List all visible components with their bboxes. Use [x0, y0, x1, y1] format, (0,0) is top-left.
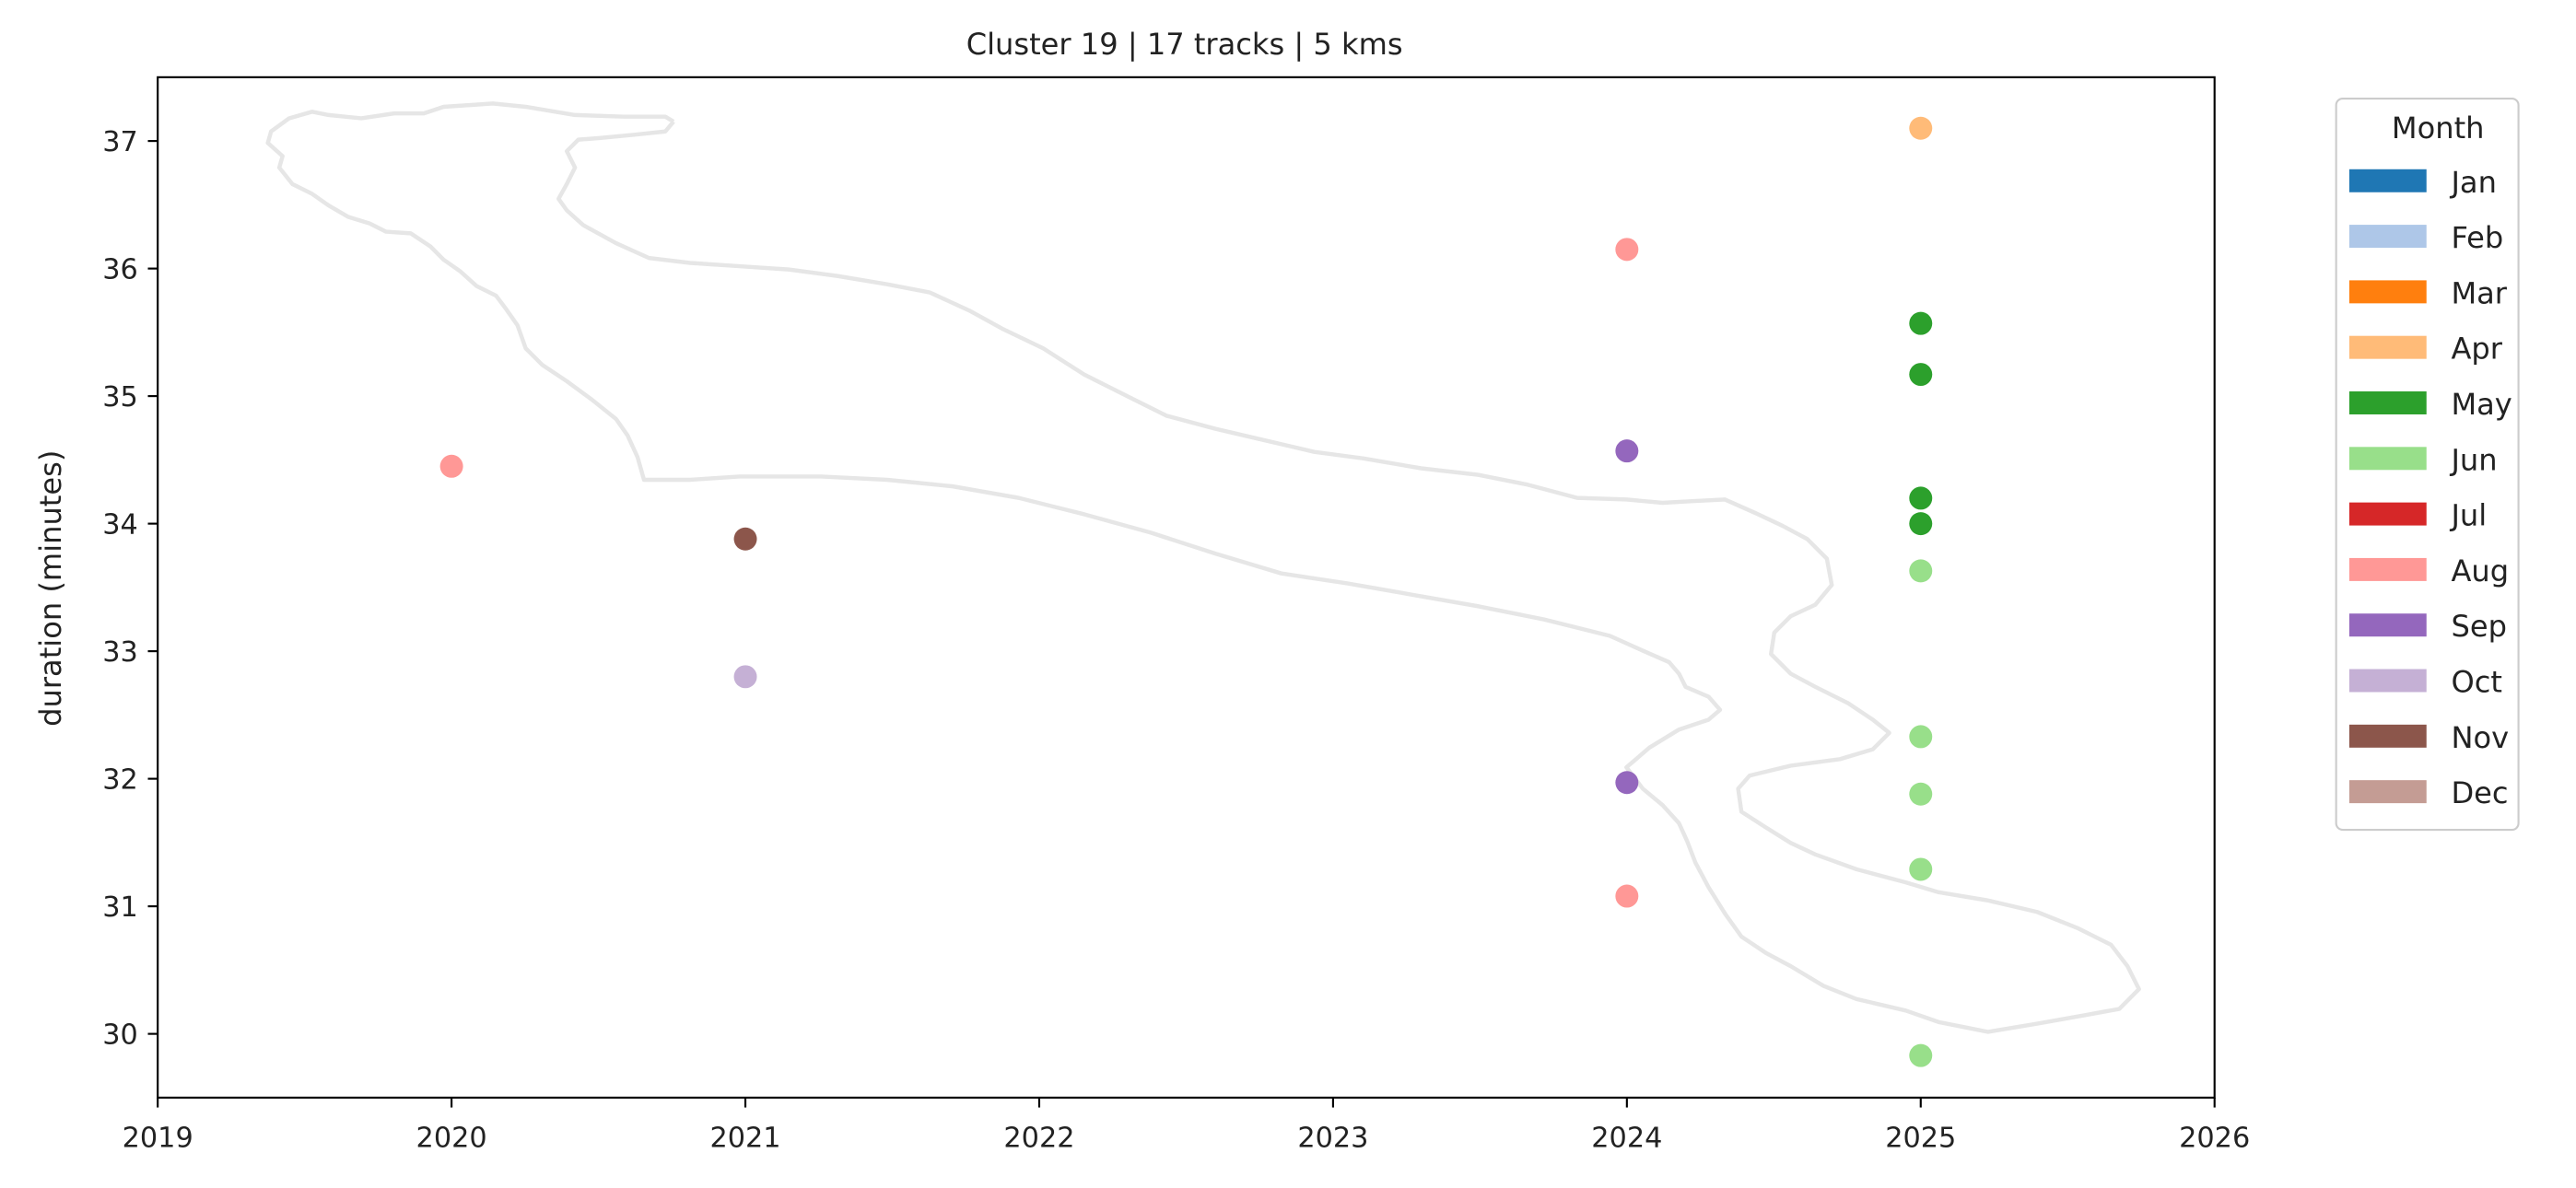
legend-label: Jul — [2449, 498, 2487, 533]
legend-label: Oct — [2451, 665, 2501, 700]
data-point — [439, 454, 463, 478]
data-point — [1909, 512, 1933, 536]
legend-swatch — [2348, 169, 2427, 192]
legend-swatch — [2348, 391, 2427, 414]
y-tick-label: 31 — [102, 891, 138, 924]
x-tick-label: 2019 — [123, 1122, 193, 1154]
data-point — [1615, 884, 1639, 908]
y-tick-label: 35 — [102, 381, 138, 413]
legend-label: Jan — [2449, 165, 2496, 200]
data-point — [1909, 486, 1933, 510]
data-point — [1909, 1043, 1933, 1067]
data-point — [1909, 559, 1933, 583]
data-point — [733, 527, 757, 551]
data-point — [1909, 857, 1933, 881]
legend-swatch — [2348, 447, 2427, 471]
legend-label: Nov — [2451, 720, 2509, 755]
legend-swatch — [2348, 613, 2427, 637]
legend-swatch — [2348, 669, 2427, 693]
y-tick-label: 32 — [102, 763, 138, 796]
legend-label: Dec — [2451, 775, 2508, 810]
legend-swatch — [2348, 557, 2427, 581]
legend-label: Aug — [2451, 553, 2509, 588]
legend-label: Jun — [2449, 442, 2497, 477]
data-point — [1615, 771, 1639, 795]
legend: Month Jan Feb Mar Apr May Jun Jul Aug Sep Oct Nov D… — [2335, 97, 2520, 832]
y-axis-label: duration (minutes) — [33, 450, 68, 727]
data-point — [1615, 238, 1639, 262]
plot-frame — [157, 76, 2216, 1099]
legend-entries: Jan Feb Mar Apr May Jun Jul Aug Sep Oct Nov Dec — [2348, 165, 2512, 810]
route-outline — [265, 101, 2141, 1034]
data-points — [439, 116, 1933, 1067]
legend-label: Mar — [2451, 275, 2507, 310]
legend-label: May — [2451, 387, 2512, 422]
legend-swatch — [2348, 335, 2427, 359]
y-tick-label: 34 — [102, 508, 138, 541]
y-tick-label: 37 — [102, 126, 138, 158]
y-tick-label: 33 — [102, 636, 138, 669]
data-point — [1909, 363, 1933, 387]
data-point — [1909, 725, 1933, 749]
legend-swatch — [2348, 780, 2427, 804]
legend-swatch — [2348, 280, 2427, 304]
legend-label: Sep — [2451, 609, 2506, 644]
legend-swatch — [2348, 225, 2427, 249]
data-point — [1909, 782, 1933, 806]
x-tick-label: 2021 — [709, 1122, 780, 1154]
chart-title: Cluster 19 | 17 tracks | 5 kms — [966, 27, 1403, 62]
axes: 2019 2020 2021 2022 2023 2024 2025 2026 30 31 32 33… — [102, 76, 2250, 1154]
legend-swatch — [2348, 724, 2427, 748]
data-point — [1615, 439, 1639, 463]
legend-label: Feb — [2451, 220, 2503, 255]
x-tick-label: 2023 — [1297, 1122, 1368, 1154]
x-tick-label: 2026 — [2179, 1122, 2250, 1154]
x-tick-label: 2024 — [1591, 1122, 1662, 1154]
legend-title: Month — [2392, 111, 2485, 146]
x-tick-label: 2022 — [1003, 1122, 1074, 1154]
legend-label: Apr — [2451, 332, 2502, 367]
y-tick-label: 36 — [102, 253, 138, 285]
x-tick-label: 2025 — [1885, 1122, 1956, 1154]
x-tick-label: 2020 — [416, 1122, 487, 1154]
y-tick-label: 30 — [102, 1019, 138, 1051]
legend-swatch — [2348, 502, 2427, 526]
data-point — [733, 665, 757, 689]
data-point — [1909, 311, 1933, 335]
data-point — [1909, 116, 1933, 140]
